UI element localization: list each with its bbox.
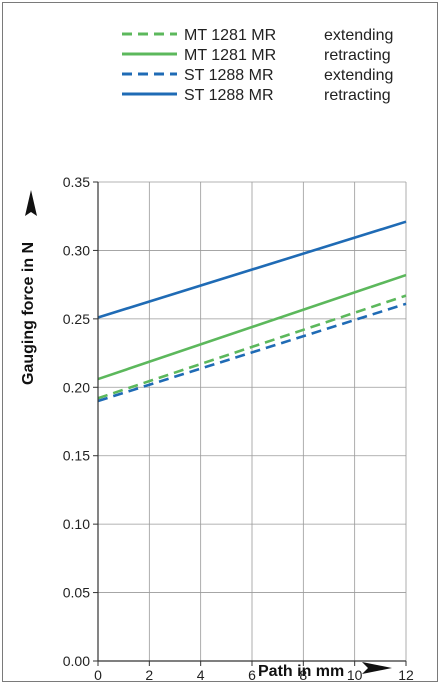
- grid: [97, 181, 407, 662]
- x-tick-label: 12: [398, 667, 414, 683]
- axis-titles: Path in mm Gauging force in N: [20, 190, 392, 680]
- series-line-0: [97, 294, 407, 400]
- x-axis-arrow-icon: [362, 662, 392, 674]
- y-tick-label: 0.10: [63, 516, 90, 532]
- x-tick-label: 4: [197, 667, 205, 683]
- y-axis-arrow-icon: [25, 190, 37, 216]
- x-tick-label: 0: [94, 667, 102, 683]
- x-axis-title: Path in mm: [258, 663, 344, 680]
- series-line-1: [97, 273, 407, 381]
- legend-mode-label: retracting: [324, 47, 391, 64]
- x-tick-label: 2: [145, 667, 153, 683]
- x-tick-label: 6: [248, 667, 256, 683]
- legend-model-label: MT 1281 MR: [184, 27, 276, 44]
- x-tick-label: 8: [299, 667, 307, 683]
- legend-model-label: ST 1288 MR: [184, 87, 274, 104]
- legend-mode-label: retracting: [324, 87, 391, 104]
- legend-mode-label: extending: [324, 67, 393, 84]
- legend: MT 1281 MR extending MT 1281 MR retracting S…: [122, 27, 393, 104]
- y-tick-label: 0.25: [63, 311, 90, 327]
- y-tick-label: 0.30: [63, 242, 90, 258]
- y-tick-label: 0.20: [63, 379, 90, 395]
- plot-area: [97, 220, 407, 403]
- axes: 0 2 4 6 8 10 12 0.00 0.05 0.10 0.15 0.20 0.25 0.30 0.3…: [63, 174, 414, 683]
- legend-model-label: MT 1281 MR: [184, 47, 276, 64]
- legend-model-label: ST 1288 MR: [184, 67, 274, 84]
- series-line-2: [97, 302, 407, 403]
- y-tick-label: 0.35: [63, 174, 90, 190]
- legend-mode-label: extending: [324, 27, 393, 44]
- y-tick-label: 0.00: [63, 653, 90, 669]
- y-axis-title: Gauging force in N: [20, 242, 37, 385]
- series-line-3: [97, 220, 407, 319]
- y-tick-label: 0.15: [63, 448, 90, 464]
- y-tick-label: 0.05: [63, 585, 90, 601]
- x-tick-label: 10: [347, 667, 363, 683]
